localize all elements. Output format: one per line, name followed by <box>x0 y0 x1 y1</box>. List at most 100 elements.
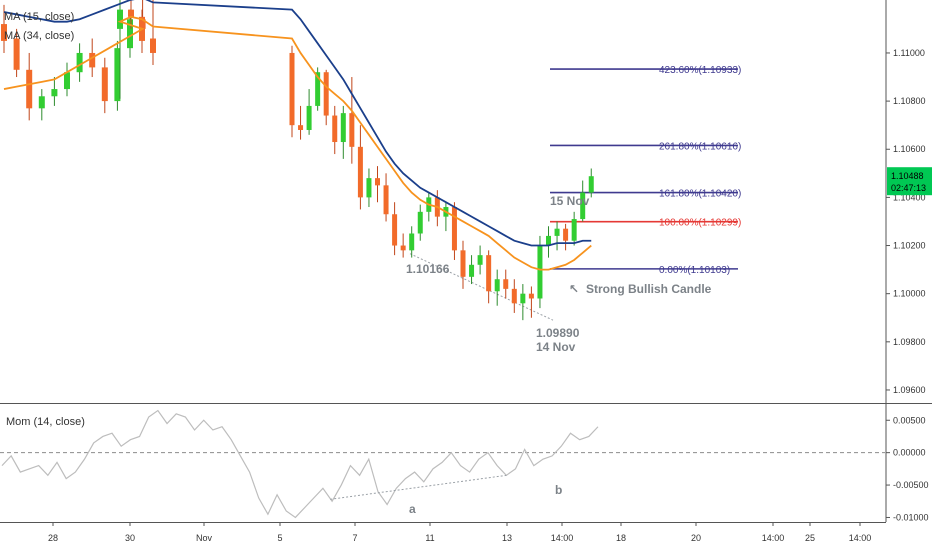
candle-bullish <box>366 178 372 198</box>
momentum-line <box>1 409 599 519</box>
candle-bearish <box>392 214 398 246</box>
fib-level-label: 423.60%(1.10933) <box>659 65 741 76</box>
candle-bullish <box>546 235 551 246</box>
xtick-label: 13 <box>502 533 512 543</box>
mom-ytick-label: -0.01000 <box>893 512 929 522</box>
candle-bullish <box>306 105 312 130</box>
candle-bullish <box>588 176 594 193</box>
candle-bearish <box>13 38 20 70</box>
fib-level-label: 261.80%(1.10616) <box>659 141 741 152</box>
candles <box>1 0 594 321</box>
candle-bearish <box>528 293 534 299</box>
candle-bearish <box>400 245 406 251</box>
candle-bearish <box>289 52 295 126</box>
low-date-label: 14 Nov <box>536 340 576 354</box>
fib-level-label: 161.80%(1.10420) <box>659 189 741 200</box>
candle-bullish <box>477 255 483 265</box>
divergence-label-b: b <box>555 483 562 497</box>
date-15nov-label: 15 Nov <box>550 194 590 208</box>
candle-bearish <box>26 69 33 109</box>
xtick-label: 18 <box>616 533 626 543</box>
countdown-timer: 02:47:13 <box>891 183 926 193</box>
candle-bearish <box>357 146 363 198</box>
xtick-label: 14:00 <box>762 533 785 543</box>
fib-level-label: 100.00%(1.10299) <box>659 218 741 229</box>
xtick-label: 28 <box>48 533 58 543</box>
last-price-badge <box>887 167 932 196</box>
axes: 1.11000 1.10800 1.10600 1.10400 1.10200 1.100… <box>48 48 932 543</box>
mom-ytick-label: 0.00500 <box>893 415 926 425</box>
candle-bearish <box>128 9 134 17</box>
candle-bearish <box>150 38 156 53</box>
xtick-label: 11 <box>425 533 434 543</box>
candle-bearish <box>101 67 108 102</box>
candle-bearish <box>486 255 492 292</box>
candle-bullish <box>64 72 70 90</box>
ytick-label: 1.10200 <box>893 241 926 251</box>
candle-bearish <box>563 228 569 241</box>
momentum-divergence-line <box>330 474 507 500</box>
xtick-label: 20 <box>691 533 701 543</box>
fib-level-label: 0.00%(1.10103) <box>659 265 730 276</box>
prior-low-label: 1.10166 <box>406 262 450 276</box>
divergence-label-a: a <box>409 502 416 516</box>
candle-bullish <box>520 293 526 304</box>
candle-bearish <box>460 250 466 277</box>
mom-ytick-label: -0.00500 <box>893 480 929 490</box>
candle-bearish <box>323 72 329 116</box>
candle-bearish <box>298 125 304 130</box>
ytick-label: 1.10400 <box>893 192 926 202</box>
candle-bullish <box>38 96 45 109</box>
xtick-label: 30 <box>125 533 135 543</box>
legend: MA (15, close) MA (34, close) Mom (14, c… <box>4 11 85 428</box>
legend-ma15: MA (15, close) <box>4 11 74 23</box>
candle-bearish <box>383 185 389 215</box>
candle-bearish <box>511 288 517 304</box>
grid <box>0 0 932 523</box>
candle-bullish <box>494 279 500 292</box>
momentum-title: Mom (14, close) <box>6 416 85 428</box>
momentum-pane[interactable]: ab <box>0 409 886 519</box>
xtick-label: 14:00 <box>849 533 872 543</box>
ytick-label: 1.10600 <box>893 144 926 154</box>
ma15-line <box>3 15 592 271</box>
candle-bullish <box>114 48 121 102</box>
last-price-value: 1.10488 <box>891 171 924 181</box>
candle-bearish <box>1 24 7 41</box>
candle-bearish <box>332 115 338 143</box>
xtick-label: 5 <box>277 533 282 543</box>
mom-ytick-label: 0.00000 <box>893 448 926 458</box>
candle-bullish <box>51 89 58 97</box>
ytick-label: 1.09600 <box>893 385 926 395</box>
candle-bullish <box>571 219 577 241</box>
ytick-label: 1.10000 <box>893 289 926 299</box>
xtick-label: 14:00 <box>551 533 574 543</box>
low-price-label: 1.09890 <box>536 326 580 340</box>
candle-bearish <box>451 207 457 251</box>
candle-bullish <box>340 113 346 143</box>
candle-bullish <box>417 211 423 234</box>
candle-bearish <box>89 52 96 68</box>
legend-ma34: MA (34, close) <box>4 30 74 42</box>
candle-bullish <box>469 264 475 277</box>
candle-bullish <box>409 233 415 251</box>
candle-bearish <box>503 279 509 289</box>
strong-candle-label: Strong Bullish Candle <box>586 282 712 296</box>
candle-bullish <box>127 19 133 49</box>
fibonacci-extension[interactable]: 423.60%(1.10933) 261.80%(1.10616) 161.80%(… <box>550 65 741 276</box>
price-pane[interactable]: 423.60%(1.10933) 261.80%(1.10616) 161.80%(… <box>1 0 741 354</box>
candle-bearish <box>349 113 355 147</box>
xtick-label: 25 <box>805 533 815 543</box>
candle-bullish <box>580 192 586 220</box>
ytick-label: 1.10800 <box>893 96 926 106</box>
candle-bullish <box>315 72 321 106</box>
candle-bearish <box>375 178 380 186</box>
ytick-label: 1.09800 <box>893 337 926 347</box>
candle-bullish <box>117 9 123 29</box>
ytick-label: 1.11000 <box>893 48 925 58</box>
strong-candle-arrow-icon: ↖ <box>569 282 579 296</box>
ma34-line <box>3 0 592 247</box>
